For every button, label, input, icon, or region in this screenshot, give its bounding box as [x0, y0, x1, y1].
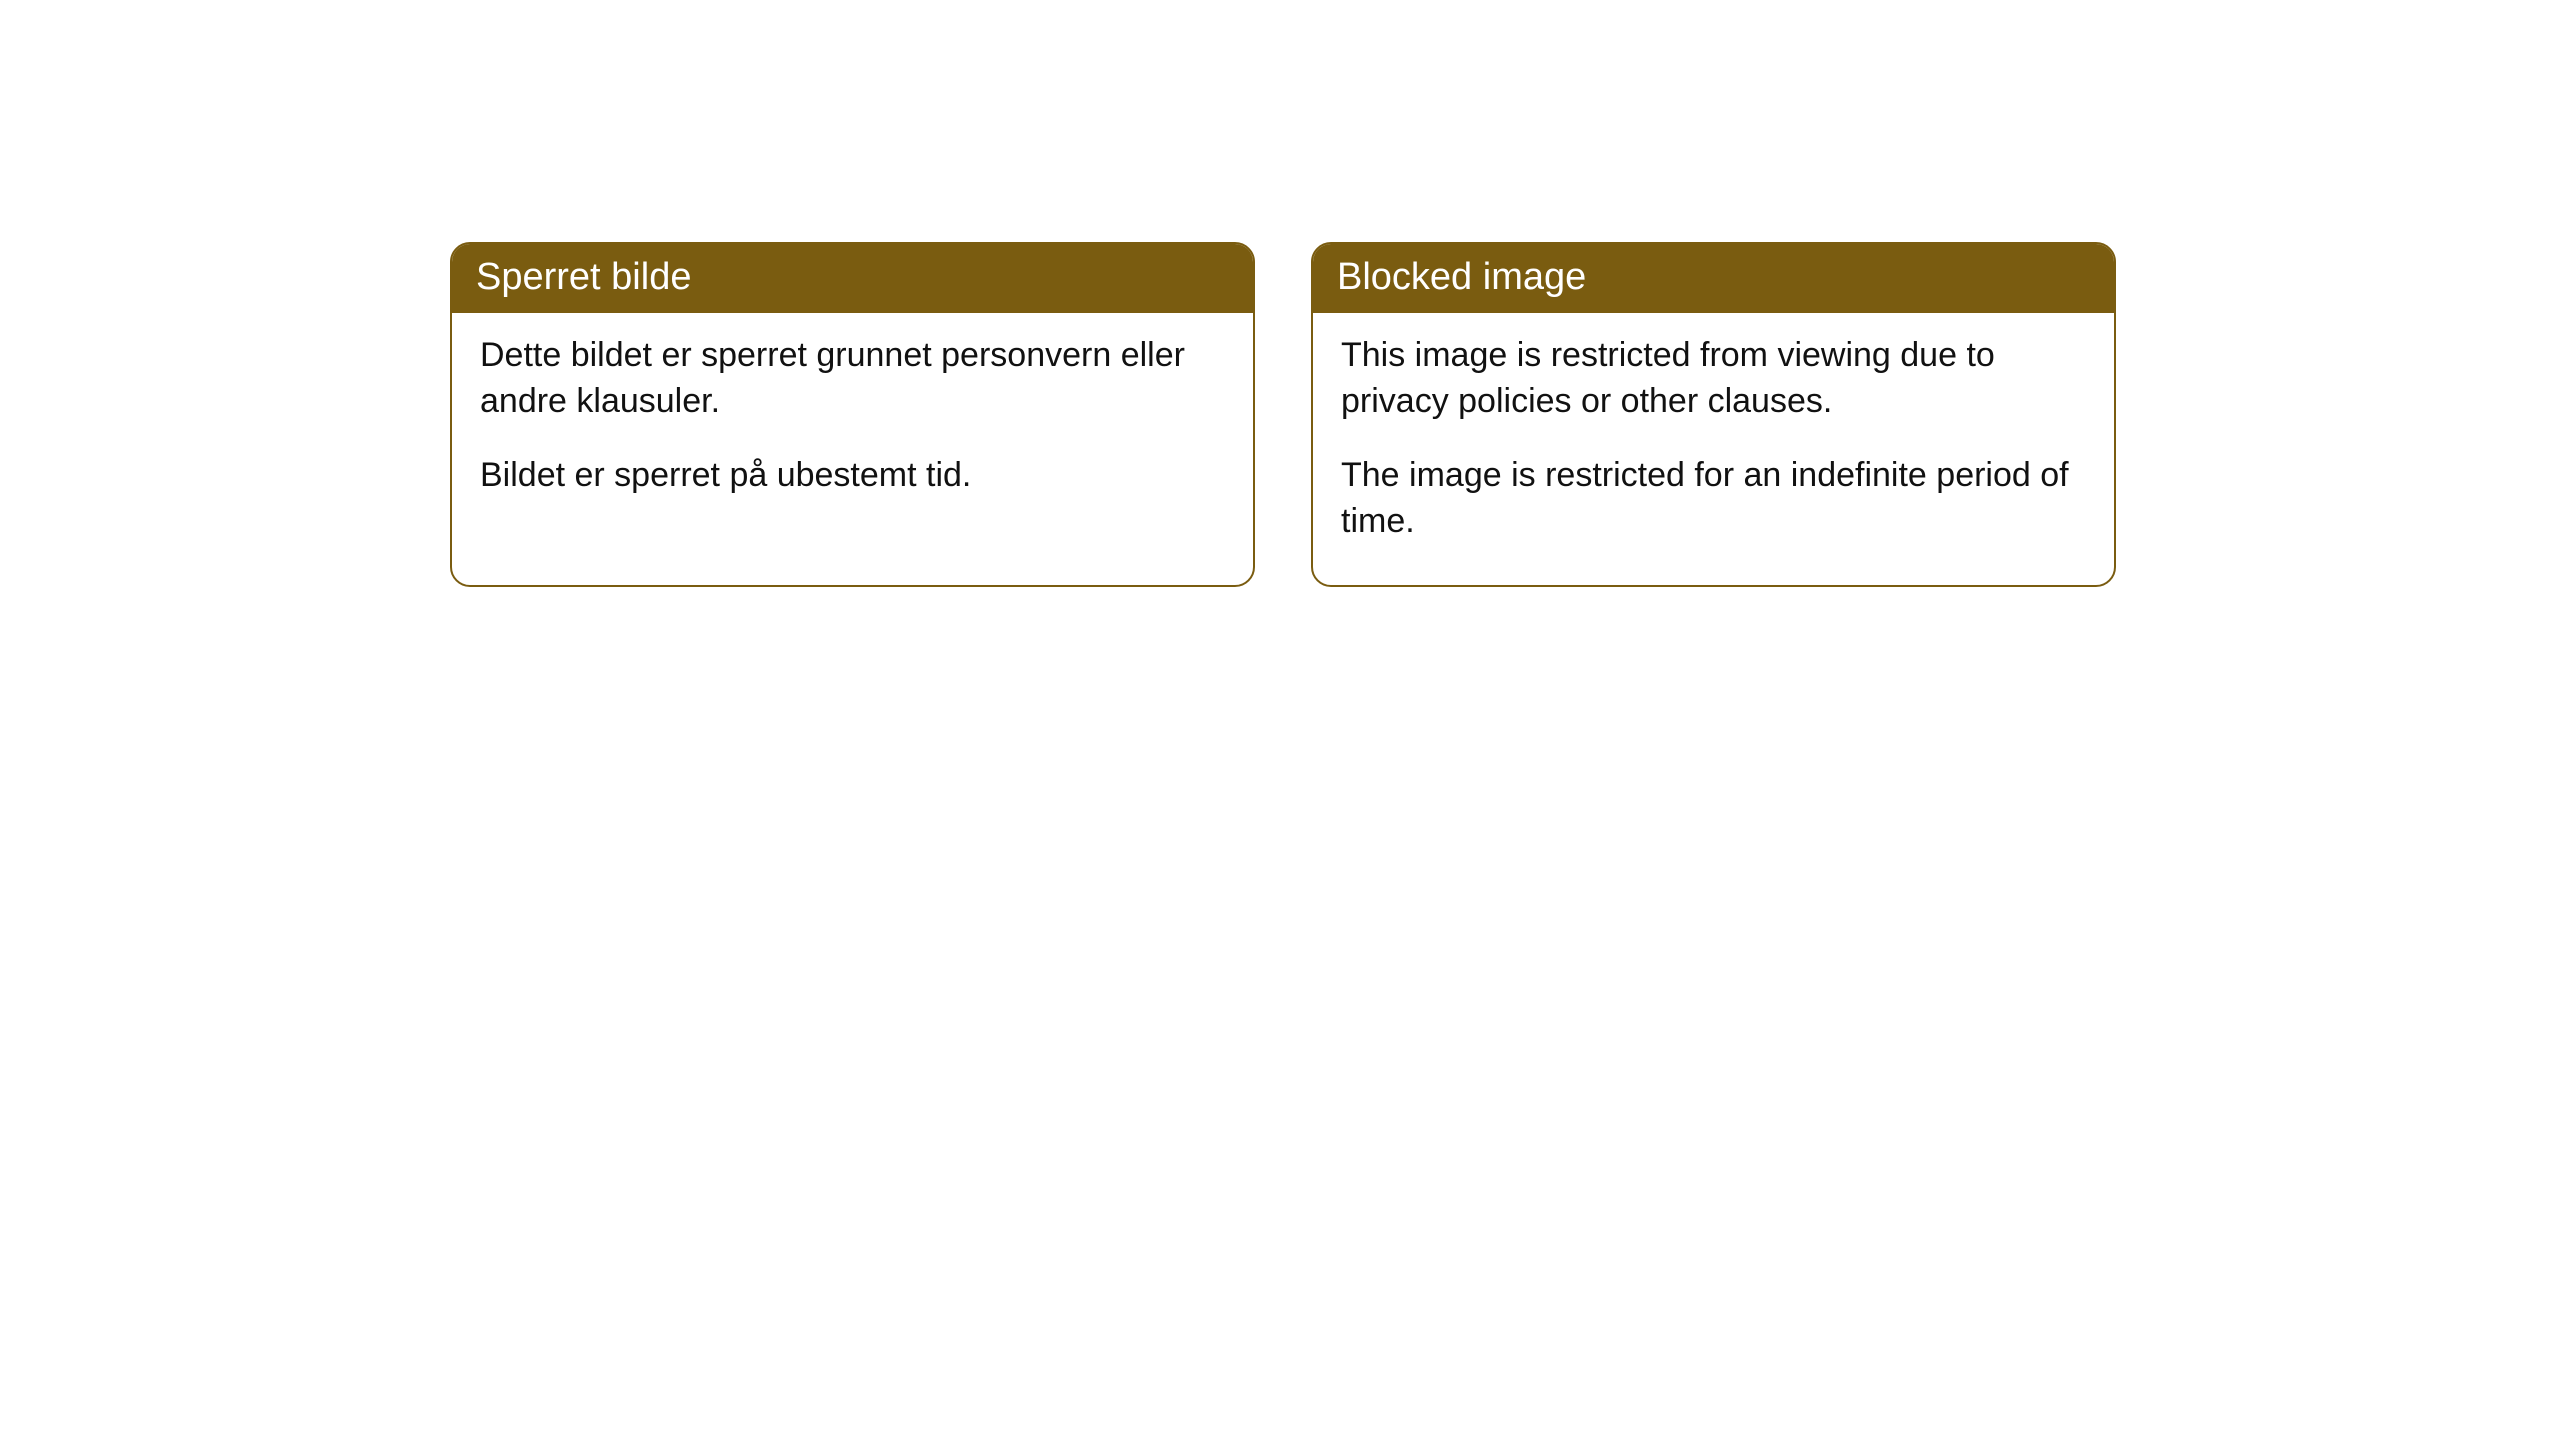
card-header: Sperret bilde: [452, 244, 1253, 313]
notice-card-english: Blocked image This image is restricted f…: [1311, 242, 2116, 587]
card-paragraph: This image is restricted from viewing du…: [1341, 333, 2086, 425]
card-paragraph: Dette bildet er sperret grunnet personve…: [480, 333, 1225, 425]
notice-card-norwegian: Sperret bilde Dette bildet er sperret gr…: [450, 242, 1255, 587]
card-paragraph: Bildet er sperret på ubestemt tid.: [480, 453, 1225, 499]
notice-cards-container: Sperret bilde Dette bildet er sperret gr…: [450, 242, 2116, 587]
card-body: This image is restricted from viewing du…: [1313, 313, 2114, 585]
card-title: Sperret bilde: [476, 256, 691, 298]
card-title: Blocked image: [1337, 256, 1586, 298]
card-body: Dette bildet er sperret grunnet personve…: [452, 313, 1253, 539]
card-header: Blocked image: [1313, 244, 2114, 313]
card-paragraph: The image is restricted for an indefinit…: [1341, 453, 2086, 545]
